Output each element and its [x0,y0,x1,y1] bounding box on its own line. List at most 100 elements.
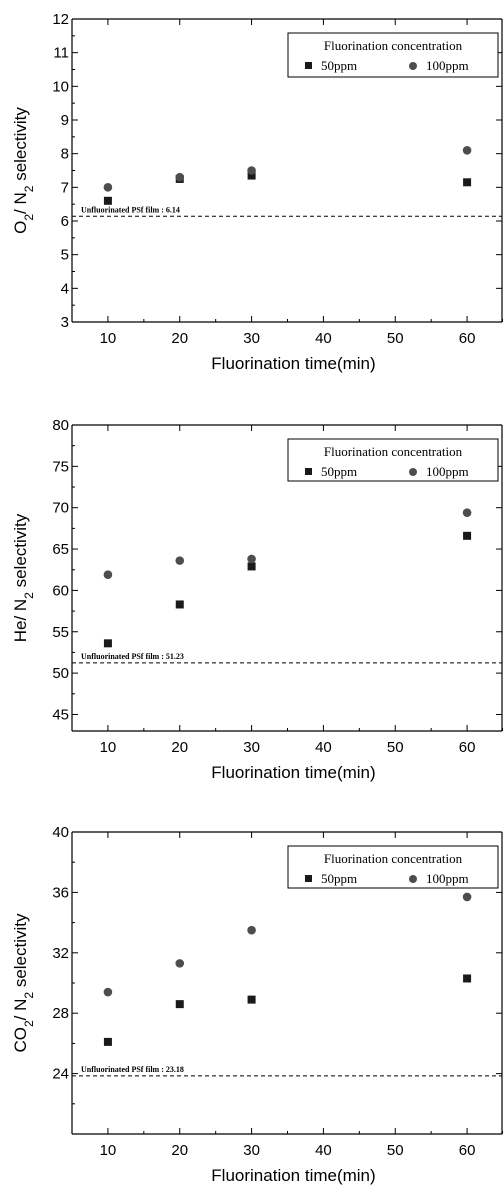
x-tick-label: 40 [315,739,332,756]
y-tick-label: 36 [52,884,69,901]
data-point-100ppm [462,892,472,902]
y-tick-label: 24 [52,1066,69,1083]
data-point-50ppm [247,562,256,571]
y-axis-title-text: O [11,221,30,234]
x-tick-label: 30 [243,1142,260,1159]
data-point-100ppm [247,554,256,564]
y-axis-title: He/ N2 selectivity [11,513,36,642]
legend-label-50ppm: 50ppm [321,464,357,479]
y-tick-label: 60 [52,582,69,599]
x-tick-label: 50 [387,330,404,347]
chart-panel-2: 10 20 30 40 50 60 45 50 55 60 65 70 75 80 Fluorination… [11,417,503,782]
x-tick-label: 20 [171,739,188,756]
data-point-100ppm [175,556,185,565]
y-tick-label: 12 [52,11,69,28]
legend-title: Fluorination concentration [324,444,463,459]
data-point-100ppm [103,183,113,192]
data-point-50ppm [103,639,112,648]
y-axis-title-subscript: 2 [22,992,36,999]
legend-title: Fluorination concentration [324,38,463,53]
reference-label: Unfluorinated PSf film : 23.18 [81,1065,184,1074]
chart-panel-3: 10 20 30 40 50 60 24 28 32 36 40 Fluorination time(… [11,824,503,1185]
chart-panel-1: 10 20 30 40 50 60 3 4 5 6 7 8 9 10 11 12 Fluorination ti… [11,11,503,373]
y-tick-label: 7 [61,179,69,196]
x-tick-label: 50 [387,739,404,756]
y-axis-title-text: / N [11,192,30,214]
x-tick-label: 60 [459,330,476,347]
data-point-50ppm [463,974,472,983]
x-axis-title: Fluorination time(min) [211,763,375,782]
y-tick-label: 32 [52,945,69,962]
legend-box [287,438,499,482]
y-axis-title-text: CO [11,1027,30,1053]
y-axis-title-subscript: 2 [22,1020,36,1027]
y-tick-label: 28 [52,1005,69,1022]
x-tick-label: 30 [243,739,260,756]
y-tick-label: 75 [52,458,69,475]
y-tick-label: 40 [52,824,69,841]
y-tick-label: 3 [61,314,69,331]
data-point-50ppm [103,196,112,205]
data-point-50ppm [247,995,256,1004]
x-tick-label: 10 [100,1142,117,1159]
legend-marker-50ppm [305,62,312,69]
data-point-50ppm [247,171,256,180]
legend-label-100ppm: 100ppm [426,58,469,73]
legend-title: Fluorination concentration [324,851,463,866]
legend-marker-100ppm [409,468,417,476]
y-axis-title-text: He/ N [11,599,30,642]
data-point-50ppm [103,1037,112,1046]
x-axis-title: Fluorination time(min) [211,354,375,373]
data-point-50ppm [175,1000,184,1009]
legend-label-50ppm: 50ppm [321,58,357,73]
legend-marker-50ppm [305,875,312,882]
y-axis-title-subscript: 2 [22,214,36,221]
legend-box [287,32,499,78]
data-point-50ppm [175,600,184,609]
legend-label-100ppm: 100ppm [426,871,469,886]
x-tick-label: 60 [459,739,476,756]
legend-marker-50ppm [305,468,312,475]
data-point-100ppm [462,146,472,155]
data-point-100ppm [103,987,113,997]
data-point-100ppm [462,508,472,517]
legend-box [287,845,499,889]
y-tick-label: 45 [52,706,69,723]
x-tick-label: 50 [387,1142,404,1159]
y-tick-label: 10 [52,78,69,95]
data-point-100ppm [103,570,113,579]
y-tick-label: 8 [61,146,69,163]
legend-label-100ppm: 100ppm [426,464,469,479]
x-tick-label: 10 [100,739,117,756]
y-axis-title-subscript: 2 [22,592,36,599]
reference-label: Unfluorinated PSf film : 51.23 [81,652,184,661]
x-tick-label: 60 [459,1142,476,1159]
y-axis-title-subscript: 2 [22,185,36,192]
y-tick-label: 11 [53,45,69,62]
y-tick-label: 9 [61,112,69,129]
y-tick-label: 6 [61,213,69,230]
data-point-50ppm [463,178,472,187]
x-tick-label: 30 [243,330,260,347]
legend-label-50ppm: 50ppm [321,871,357,886]
y-axis-title-text: / N [11,999,30,1021]
data-point-50ppm [463,531,472,540]
legend-marker-100ppm [409,875,417,883]
x-axis-title: Fluorination time(min) [211,1166,375,1185]
legend-marker-100ppm [409,62,417,70]
y-axis-title-text: selectivity [11,107,30,186]
data-point-100ppm [247,925,256,935]
y-tick-label: 80 [52,417,69,434]
x-tick-label: 20 [171,1142,188,1159]
y-tick-label: 55 [52,624,69,641]
y-tick-label: 4 [61,280,69,297]
x-tick-label: 20 [171,330,188,347]
y-axis-title: CO2/ N2 selectivity [11,913,36,1053]
data-point-100ppm [247,166,256,175]
y-axis-title-text: selectivity [11,513,30,592]
data-point-100ppm [175,172,185,182]
y-axis-title-text: selectivity [11,913,30,992]
reference-label: Unfluorinated PSf film : 6.14 [81,205,180,214]
x-tick-label: 40 [315,330,332,347]
